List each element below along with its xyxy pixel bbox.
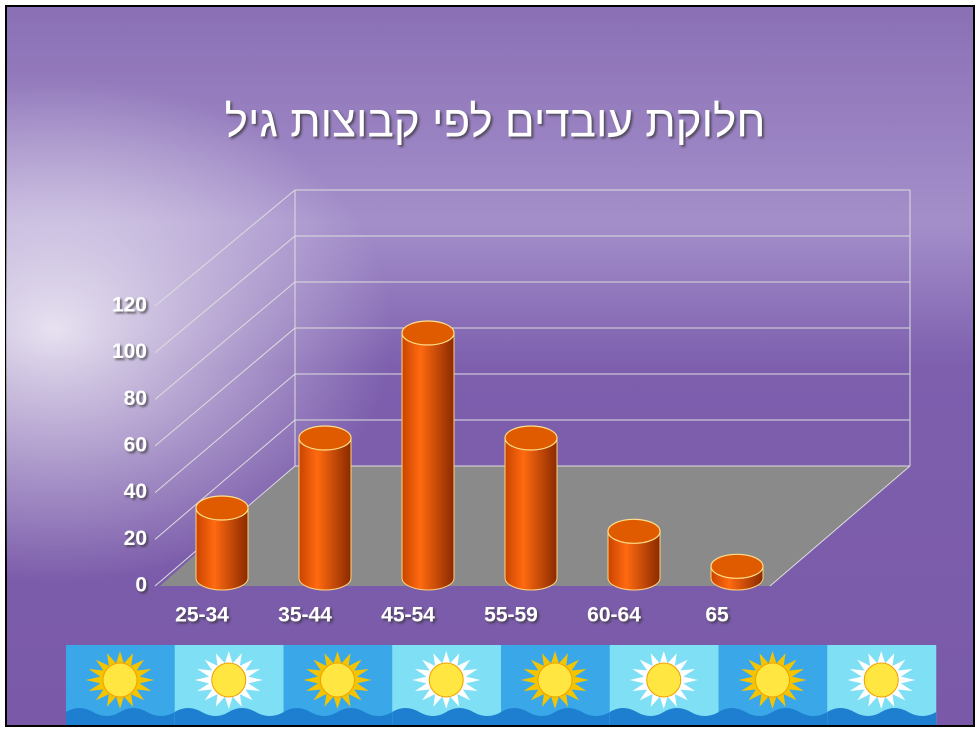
floor-edge — [769, 465, 911, 587]
wave — [501, 708, 610, 725]
grid-line — [154, 373, 296, 494]
wave — [718, 708, 828, 725]
bar — [401, 320, 455, 591]
y-tick-label: 0 — [135, 574, 147, 597]
glow — [6, 6, 974, 726]
bar-top — [607, 518, 661, 544]
bar-top — [298, 425, 352, 451]
grid-line — [154, 419, 296, 540]
x-tick-label: 35-44 — [278, 604, 332, 627]
y-tick-label: 80 — [124, 387, 147, 410]
wave — [283, 708, 393, 725]
sun-disc — [428, 662, 464, 698]
y-tick-label: 120 — [112, 294, 147, 317]
bar-body — [401, 332, 455, 591]
bar-body — [607, 530, 661, 591]
x-tick-label: 25-34 — [175, 604, 229, 627]
y-tick-label: 40 — [124, 480, 147, 503]
wave — [174, 708, 284, 725]
x-tick-label: 60-64 — [587, 604, 641, 627]
grid-line — [154, 189, 296, 307]
y-tick-label: 60 — [124, 434, 147, 457]
wave — [392, 708, 502, 725]
bar-top — [195, 495, 249, 521]
grid-line — [154, 235, 296, 354]
bar-body — [195, 507, 249, 591]
wave — [827, 708, 937, 725]
chart-title: חלוקת עובדים לפי קבוצות גיל — [225, 98, 766, 147]
bar-top — [504, 425, 558, 451]
y-tick-label: 20 — [124, 527, 147, 550]
sun-strip — [66, 645, 937, 725]
grid-line — [154, 327, 296, 447]
y-tick-label: 100 — [112, 340, 147, 363]
x-tick-label: 45-54 — [381, 604, 435, 627]
bar-body — [298, 437, 352, 591]
sun-disc — [537, 662, 573, 698]
bar-top — [710, 553, 764, 579]
sun-disc — [320, 662, 355, 698]
bar — [195, 495, 249, 591]
bar — [710, 553, 764, 591]
sun-disc — [755, 662, 790, 698]
bar-body — [504, 437, 558, 591]
sun-disc — [863, 662, 899, 698]
sun-disc — [102, 662, 138, 698]
bar — [298, 425, 352, 591]
sun-disc — [646, 662, 682, 698]
bar-top — [401, 320, 455, 346]
sun-disc — [211, 662, 247, 698]
x-tick-label: 65 — [705, 604, 729, 627]
grid-line — [154, 281, 296, 400]
x-tick-label: 55-59 — [484, 604, 538, 627]
wave — [609, 708, 719, 725]
wave — [66, 708, 175, 725]
bar — [504, 425, 558, 591]
bar — [607, 518, 661, 591]
